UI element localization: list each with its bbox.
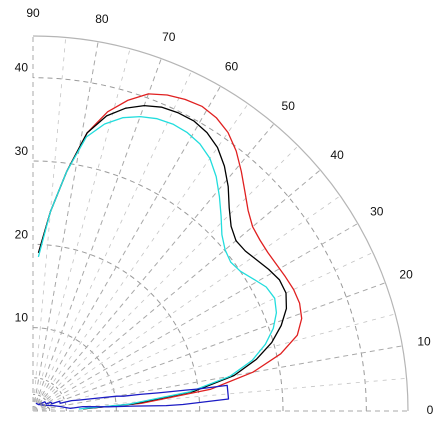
- outer-boundary-arc: [32, 35, 409, 412]
- series-line-5: [39, 403, 51, 411]
- angle-tick-label-90: 90: [26, 6, 40, 20]
- angular-spoke-minor: [32, 313, 396, 412]
- radial-tick-label-40: 40: [15, 61, 29, 75]
- angle-tick-label-10: 10: [417, 334, 431, 348]
- angular-tick-labels: 0 10 20 30 40 50 60 70 80 90: [26, 6, 433, 417]
- angular-spoke-minor: [32, 37, 67, 412]
- radial-ring-inner: [32, 377, 67, 412]
- angular-grid-spokes: [32, 36, 408, 412]
- radial-ring-20: [32, 243, 201, 412]
- radial-tick-label-20: 20: [15, 227, 29, 241]
- angle-tick-label-70: 70: [162, 30, 176, 44]
- radial-tick-label-30: 30: [15, 144, 29, 158]
- angle-tick-label-50: 50: [282, 99, 296, 113]
- outer-arc-line: [32, 35, 409, 412]
- series-line-4: [35, 384, 230, 410]
- radial-ring-30: [32, 160, 284, 412]
- angle-tick-label-0: 0: [427, 403, 433, 417]
- angular-spoke-minor: [32, 48, 131, 412]
- series-layer: [35, 93, 303, 411]
- series-line-3: [37, 115, 278, 410]
- angle-tick-label-40: 40: [330, 148, 344, 162]
- angle-tick-label-20: 20: [399, 267, 413, 281]
- radial-tick-labels: 10 20 30 40: [15, 61, 29, 325]
- angular-spoke-40: [32, 169, 321, 412]
- radial-tick-label-10: 10: [15, 311, 29, 325]
- radial-ring-inner: [32, 393, 51, 412]
- angle-tick-label-30: 30: [370, 205, 384, 219]
- series-line-2: [37, 104, 288, 410]
- angle-tick-label-80: 80: [95, 12, 109, 26]
- angle-tick-label-60: 60: [225, 59, 239, 73]
- series-line-1: [37, 93, 303, 410]
